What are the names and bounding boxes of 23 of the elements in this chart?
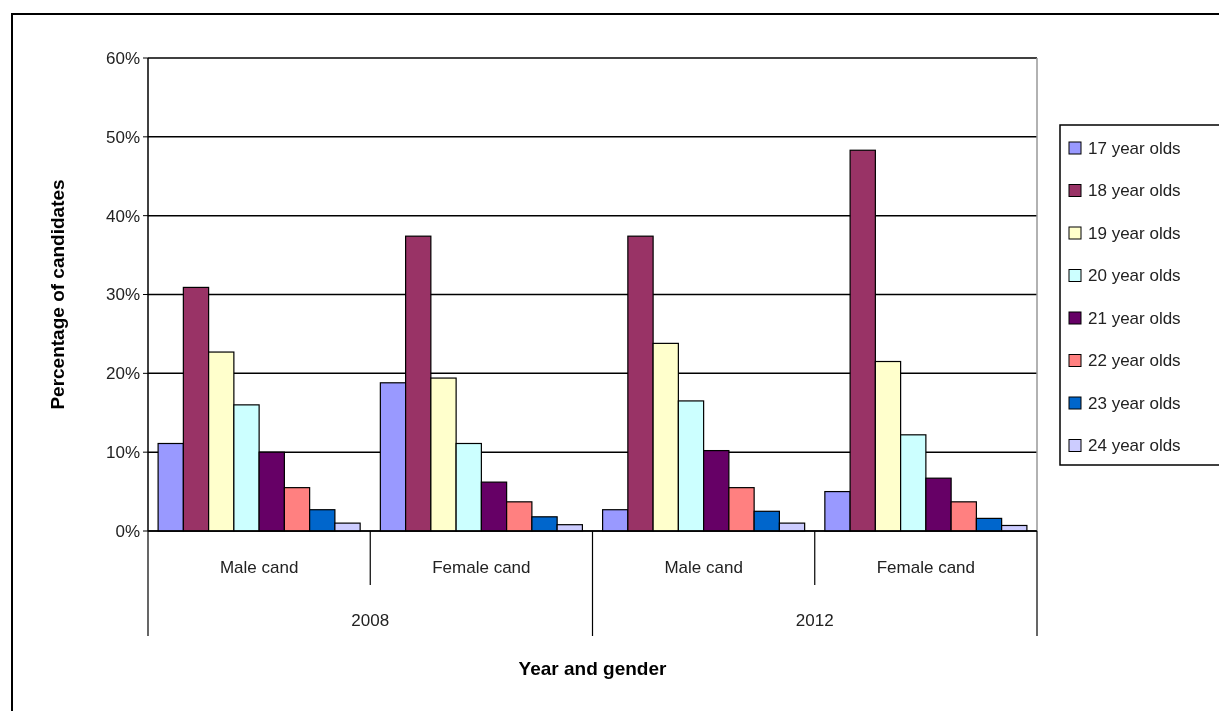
y-axis-title: Percentage of candidates <box>46 179 68 410</box>
legend-label: 18 year olds <box>1088 181 1181 201</box>
legend-label: 23 year olds <box>1088 393 1181 413</box>
legend-label: 21 year olds <box>1088 308 1181 328</box>
legend-label: 22 year olds <box>1088 351 1181 371</box>
x-tick-label: Female cand <box>876 557 976 577</box>
x-tick-label: Male cand <box>664 557 743 577</box>
x-axis-title: Year and gender <box>518 657 668 679</box>
y-tick-label: 30% <box>105 285 140 305</box>
y-tick-label: 50% <box>105 127 140 147</box>
x-tick-label: Female cand <box>432 557 531 577</box>
y-tick-label: 60% <box>105 48 140 68</box>
text: 2008 <box>351 610 390 630</box>
legend-label: 20 year olds <box>1088 266 1181 286</box>
legend-label: 19 year olds <box>1088 223 1181 243</box>
y-tick-label: 10% <box>105 443 140 463</box>
legend-label: 24 year olds <box>1088 436 1181 456</box>
y-tick-label: 0% <box>115 521 140 541</box>
legend-label: 17 year olds <box>1088 138 1181 158</box>
x-tick-label: Male cand <box>219 557 299 577</box>
y-tick-label: 40% <box>105 206 140 226</box>
y-tick-label: 20% <box>105 364 140 384</box>
text: 2012 <box>795 610 834 630</box>
